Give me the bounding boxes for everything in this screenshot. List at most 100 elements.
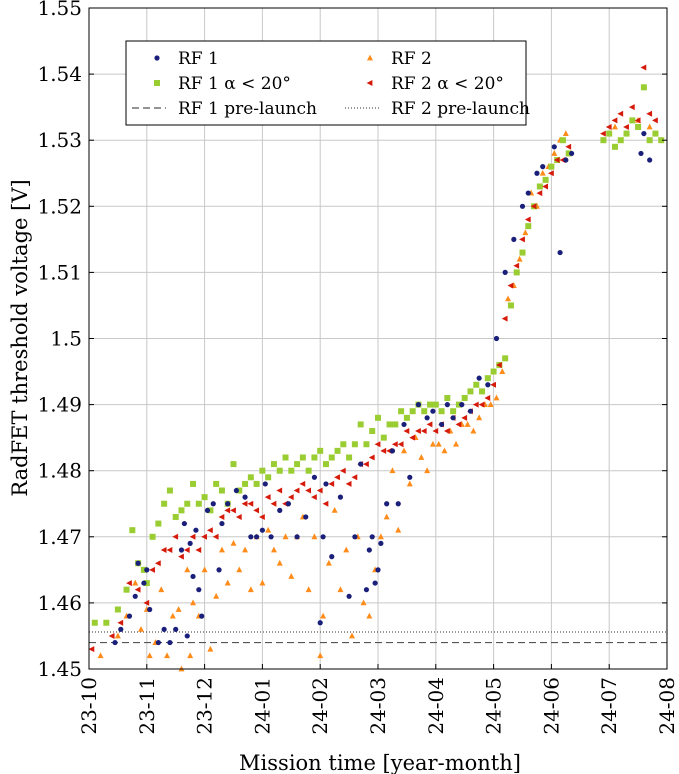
data-point-rf1: [161, 626, 167, 632]
x-tick-label: 24-01: [250, 677, 274, 735]
data-point-rf1: [210, 501, 216, 507]
reference-lines: [89, 631, 667, 644]
data-point-rf1-alpha: [270, 461, 277, 468]
data-point-rf2: [406, 480, 413, 487]
data-point-rf2-alpha: [339, 467, 346, 474]
data-point-rf1-alpha: [392, 421, 399, 428]
x-tick-label: 24-08: [655, 677, 679, 735]
data-point-rf1-alpha: [322, 461, 329, 468]
data-point-rf1: [277, 507, 283, 513]
legend-label: RF 2: [391, 49, 432, 69]
data-point-rf1: [141, 580, 147, 586]
data-point-rf1-alpha: [427, 401, 434, 408]
legend-label: RF 1 α < 20°: [178, 74, 291, 94]
data-point-rf1: [204, 507, 211, 513]
data-point-rf2-alpha: [652, 117, 658, 124]
data-point-rf2-alpha: [611, 117, 618, 124]
legend-label: RF 1 pre-launch: [178, 99, 317, 119]
data-point-rf2: [611, 123, 618, 130]
x-tick-label: 23-10: [77, 677, 101, 735]
data-point-rf2: [311, 533, 318, 540]
y-tick-label: 1.49: [37, 393, 82, 417]
data-point-rf1-alpha: [646, 137, 653, 144]
data-point-rf2: [242, 546, 249, 553]
data-point-rf1-alpha: [461, 394, 468, 401]
data-point-rf1-alpha: [490, 368, 497, 375]
data-point-rf1-alpha: [161, 500, 168, 507]
data-point-rf2: [476, 414, 483, 421]
data-point-rf1-alpha: [513, 269, 520, 276]
data-point-rf2: [265, 526, 272, 533]
data-point-rf1: [285, 501, 292, 507]
legend-item-rf1: RF 1: [154, 49, 219, 69]
y-tick-label: 1.51: [37, 260, 82, 284]
data-point-rf2: [187, 652, 194, 659]
data-point-rf1: [384, 501, 390, 507]
legend: RF 1 RF 2 RF 1 α < 20° RF 2 α < 20° RF 1 pre…: [125, 40, 530, 126]
data-point-rf2: [317, 652, 324, 659]
data-point-rf1-alpha: [207, 507, 214, 514]
data-point-rf1-alpha: [357, 421, 364, 428]
data-point-rf1-alpha: [559, 137, 566, 144]
data-point-rf1: [268, 534, 274, 540]
data-point-rf2: [207, 645, 214, 652]
data-point-rf1-alpha: [548, 163, 555, 170]
data-point-rf2: [441, 447, 448, 454]
x-tick-label: 24-06: [539, 677, 563, 735]
data-point-rf1-alpha: [640, 84, 647, 91]
data-point-rf1: [233, 487, 239, 494]
data-point-rf1: [190, 573, 196, 580]
data-point-rf1: [225, 501, 231, 507]
data-point-rf2: [132, 579, 139, 586]
data-point-rf2-alpha: [397, 441, 404, 448]
data-point-rf1-alpha: [218, 487, 225, 494]
data-point-rf1: [467, 408, 474, 414]
data-point-rf2: [562, 130, 569, 136]
data-point-rf2: [429, 440, 436, 447]
data-point-rf1: [193, 527, 199, 533]
data-point-rf2: [164, 652, 171, 659]
data-point-rf1-alpha: [611, 143, 618, 150]
data-point-rf1-alpha: [259, 467, 266, 474]
data-point-rf2-alpha: [178, 553, 184, 560]
data-point-rf2-alpha: [628, 104, 635, 111]
data-point-rf2: [201, 566, 208, 573]
data-point-rf1-alpha: [328, 454, 335, 461]
data-point-rf2: [401, 447, 408, 454]
data-point-rf1: [363, 587, 370, 593]
legend-item-rf2: RF 2: [367, 49, 432, 69]
data-point-rf1: [438, 421, 445, 428]
data-point-rf1: [476, 375, 482, 381]
data-point-rf1: [196, 587, 202, 593]
data-point-rf1: [147, 606, 153, 613]
data-point-rf2: [224, 579, 231, 586]
data-point-rf1-alpha: [363, 441, 370, 448]
data-point-rf2: [236, 566, 243, 573]
data-point-rf1-alpha: [305, 467, 312, 474]
legend-label: RF 2 α < 20°: [391, 74, 504, 94]
data-point-rf1-alpha: [190, 480, 197, 487]
data-point-rf2-alpha: [478, 401, 485, 408]
data-point-rf2: [213, 592, 220, 599]
data-point-rf1-alpha: [502, 355, 509, 362]
data-point-rf2-alpha: [206, 527, 213, 534]
y-tick-label: 1.47: [37, 525, 82, 549]
data-point-rf2: [493, 394, 500, 401]
data-point-rf2-alpha: [634, 117, 641, 124]
data-point-rf1: [311, 474, 318, 480]
data-point-rf1-alpha: [565, 150, 572, 157]
data-point-rf2: [470, 427, 477, 434]
data-point-rf1-alpha: [155, 520, 162, 527]
data-point-rf2-alpha: [183, 547, 190, 554]
legend-marker-swatch: [367, 54, 373, 61]
data-point-rf2-alpha: [536, 190, 543, 197]
data-point-rf1: [216, 567, 222, 573]
data-point-rf1-alpha: [623, 130, 630, 137]
data-point-rf2-alpha: [126, 580, 132, 587]
data-point-rf1: [372, 580, 378, 586]
data-point-rf2: [522, 229, 529, 236]
data-point-rf1-alpha: [195, 500, 202, 507]
legend-item-rf1-alpha: RF 1 α < 20°: [154, 74, 291, 94]
series-rf1: [112, 130, 653, 646]
data-point-rf1: [187, 540, 193, 547]
